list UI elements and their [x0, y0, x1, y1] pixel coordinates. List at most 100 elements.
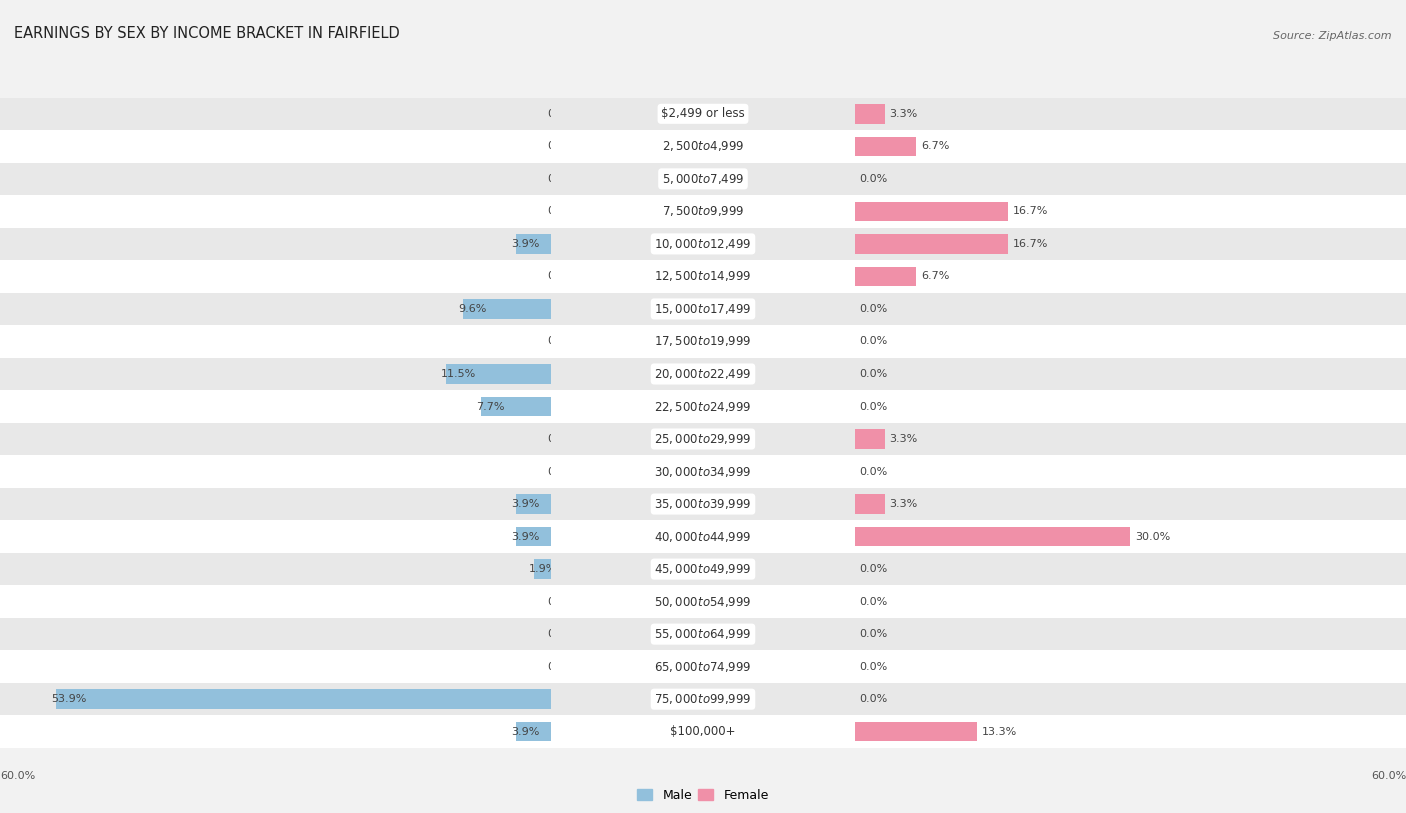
Bar	[446, 364, 551, 384]
Bar	[855, 650, 1406, 683]
Text: 3.3%: 3.3%	[890, 499, 918, 509]
Bar	[0, 683, 551, 715]
Text: $22,500 to $24,999: $22,500 to $24,999	[654, 399, 752, 414]
Bar	[551, 455, 855, 488]
Bar	[855, 455, 1406, 488]
Bar	[855, 722, 977, 741]
Bar	[481, 397, 551, 416]
Bar	[0, 585, 551, 618]
Bar	[0, 650, 551, 683]
Bar	[0, 715, 551, 748]
Bar	[855, 228, 1406, 260]
Text: 3.9%: 3.9%	[510, 499, 540, 509]
Bar	[855, 618, 1406, 650]
Text: 0.0%: 0.0%	[547, 337, 575, 346]
Bar	[855, 390, 1406, 423]
Text: $7,500 to $9,999: $7,500 to $9,999	[662, 204, 744, 219]
Bar	[534, 559, 551, 579]
Bar	[855, 202, 1008, 221]
Bar	[551, 195, 855, 228]
Bar	[0, 358, 551, 390]
Text: 0.0%: 0.0%	[859, 694, 887, 704]
Bar	[516, 722, 551, 741]
Text: 9.6%: 9.6%	[458, 304, 486, 314]
Bar	[855, 683, 1406, 715]
Bar	[855, 267, 917, 286]
Text: $100,000+: $100,000+	[671, 725, 735, 738]
Text: 3.3%: 3.3%	[890, 434, 918, 444]
Bar	[516, 494, 551, 514]
Bar	[855, 130, 1406, 163]
Text: $75,000 to $99,999: $75,000 to $99,999	[654, 692, 752, 706]
Bar	[0, 228, 551, 260]
Text: 0.0%: 0.0%	[859, 467, 887, 476]
Bar	[855, 553, 1406, 585]
Bar	[0, 488, 551, 520]
Text: $50,000 to $54,999: $50,000 to $54,999	[654, 594, 752, 609]
Bar	[551, 488, 855, 520]
Text: 0.0%: 0.0%	[547, 467, 575, 476]
Text: $30,000 to $34,999: $30,000 to $34,999	[654, 464, 752, 479]
Text: $65,000 to $74,999: $65,000 to $74,999	[654, 659, 752, 674]
Text: 3.9%: 3.9%	[510, 239, 540, 249]
Text: 7.7%: 7.7%	[477, 402, 505, 411]
Bar	[551, 325, 855, 358]
Text: $35,000 to $39,999: $35,000 to $39,999	[654, 497, 752, 511]
Text: 3.9%: 3.9%	[510, 727, 540, 737]
Text: 0.0%: 0.0%	[859, 629, 887, 639]
Bar	[855, 234, 1008, 254]
Text: $2,499 or less: $2,499 or less	[661, 107, 745, 120]
Text: $10,000 to $12,499: $10,000 to $12,499	[654, 237, 752, 251]
Bar	[0, 520, 551, 553]
Text: 16.7%: 16.7%	[1012, 207, 1047, 216]
Text: 0.0%: 0.0%	[547, 434, 575, 444]
Bar	[0, 98, 551, 130]
Text: $25,000 to $29,999: $25,000 to $29,999	[654, 432, 752, 446]
Bar	[551, 553, 855, 585]
Bar	[855, 715, 1406, 748]
Text: $20,000 to $22,499: $20,000 to $22,499	[654, 367, 752, 381]
Text: 3.9%: 3.9%	[510, 532, 540, 541]
Text: 0.0%: 0.0%	[859, 369, 887, 379]
Bar	[855, 494, 884, 514]
Text: 0.0%: 0.0%	[859, 662, 887, 672]
Text: 53.9%: 53.9%	[52, 694, 87, 704]
Bar	[0, 618, 551, 650]
Bar	[855, 423, 1406, 455]
Text: 6.7%: 6.7%	[921, 272, 949, 281]
Text: EARNINGS BY SEX BY INCOME BRACKET IN FAIRFIELD: EARNINGS BY SEX BY INCOME BRACKET IN FAI…	[14, 26, 399, 41]
Text: $2,500 to $4,999: $2,500 to $4,999	[662, 139, 744, 154]
Text: 16.7%: 16.7%	[1012, 239, 1047, 249]
Bar	[0, 423, 551, 455]
Bar	[551, 163, 855, 195]
Bar	[855, 163, 1406, 195]
Bar	[551, 130, 855, 163]
Text: 0.0%: 0.0%	[859, 304, 887, 314]
Legend: Male, Female: Male, Female	[633, 784, 773, 806]
Text: 0.0%: 0.0%	[547, 662, 575, 672]
Bar	[551, 228, 855, 260]
Bar	[855, 195, 1406, 228]
Bar	[0, 293, 551, 325]
Bar	[855, 293, 1406, 325]
Text: 6.7%: 6.7%	[921, 141, 949, 151]
Text: $45,000 to $49,999: $45,000 to $49,999	[654, 562, 752, 576]
Bar	[551, 618, 855, 650]
Bar	[0, 553, 551, 585]
Text: 0.0%: 0.0%	[547, 207, 575, 216]
Text: 30.0%: 30.0%	[1135, 532, 1170, 541]
Text: 0.0%: 0.0%	[547, 174, 575, 184]
Bar	[551, 423, 855, 455]
Bar	[855, 104, 884, 124]
Text: 0.0%: 0.0%	[547, 272, 575, 281]
Bar	[551, 650, 855, 683]
Bar	[0, 455, 551, 488]
Text: 0.0%: 0.0%	[859, 564, 887, 574]
Text: $17,500 to $19,999: $17,500 to $19,999	[654, 334, 752, 349]
Bar	[855, 137, 917, 156]
Bar	[551, 293, 855, 325]
Bar	[463, 299, 551, 319]
Bar	[551, 390, 855, 423]
Text: $5,000 to $7,499: $5,000 to $7,499	[662, 172, 744, 186]
Bar	[551, 98, 855, 130]
